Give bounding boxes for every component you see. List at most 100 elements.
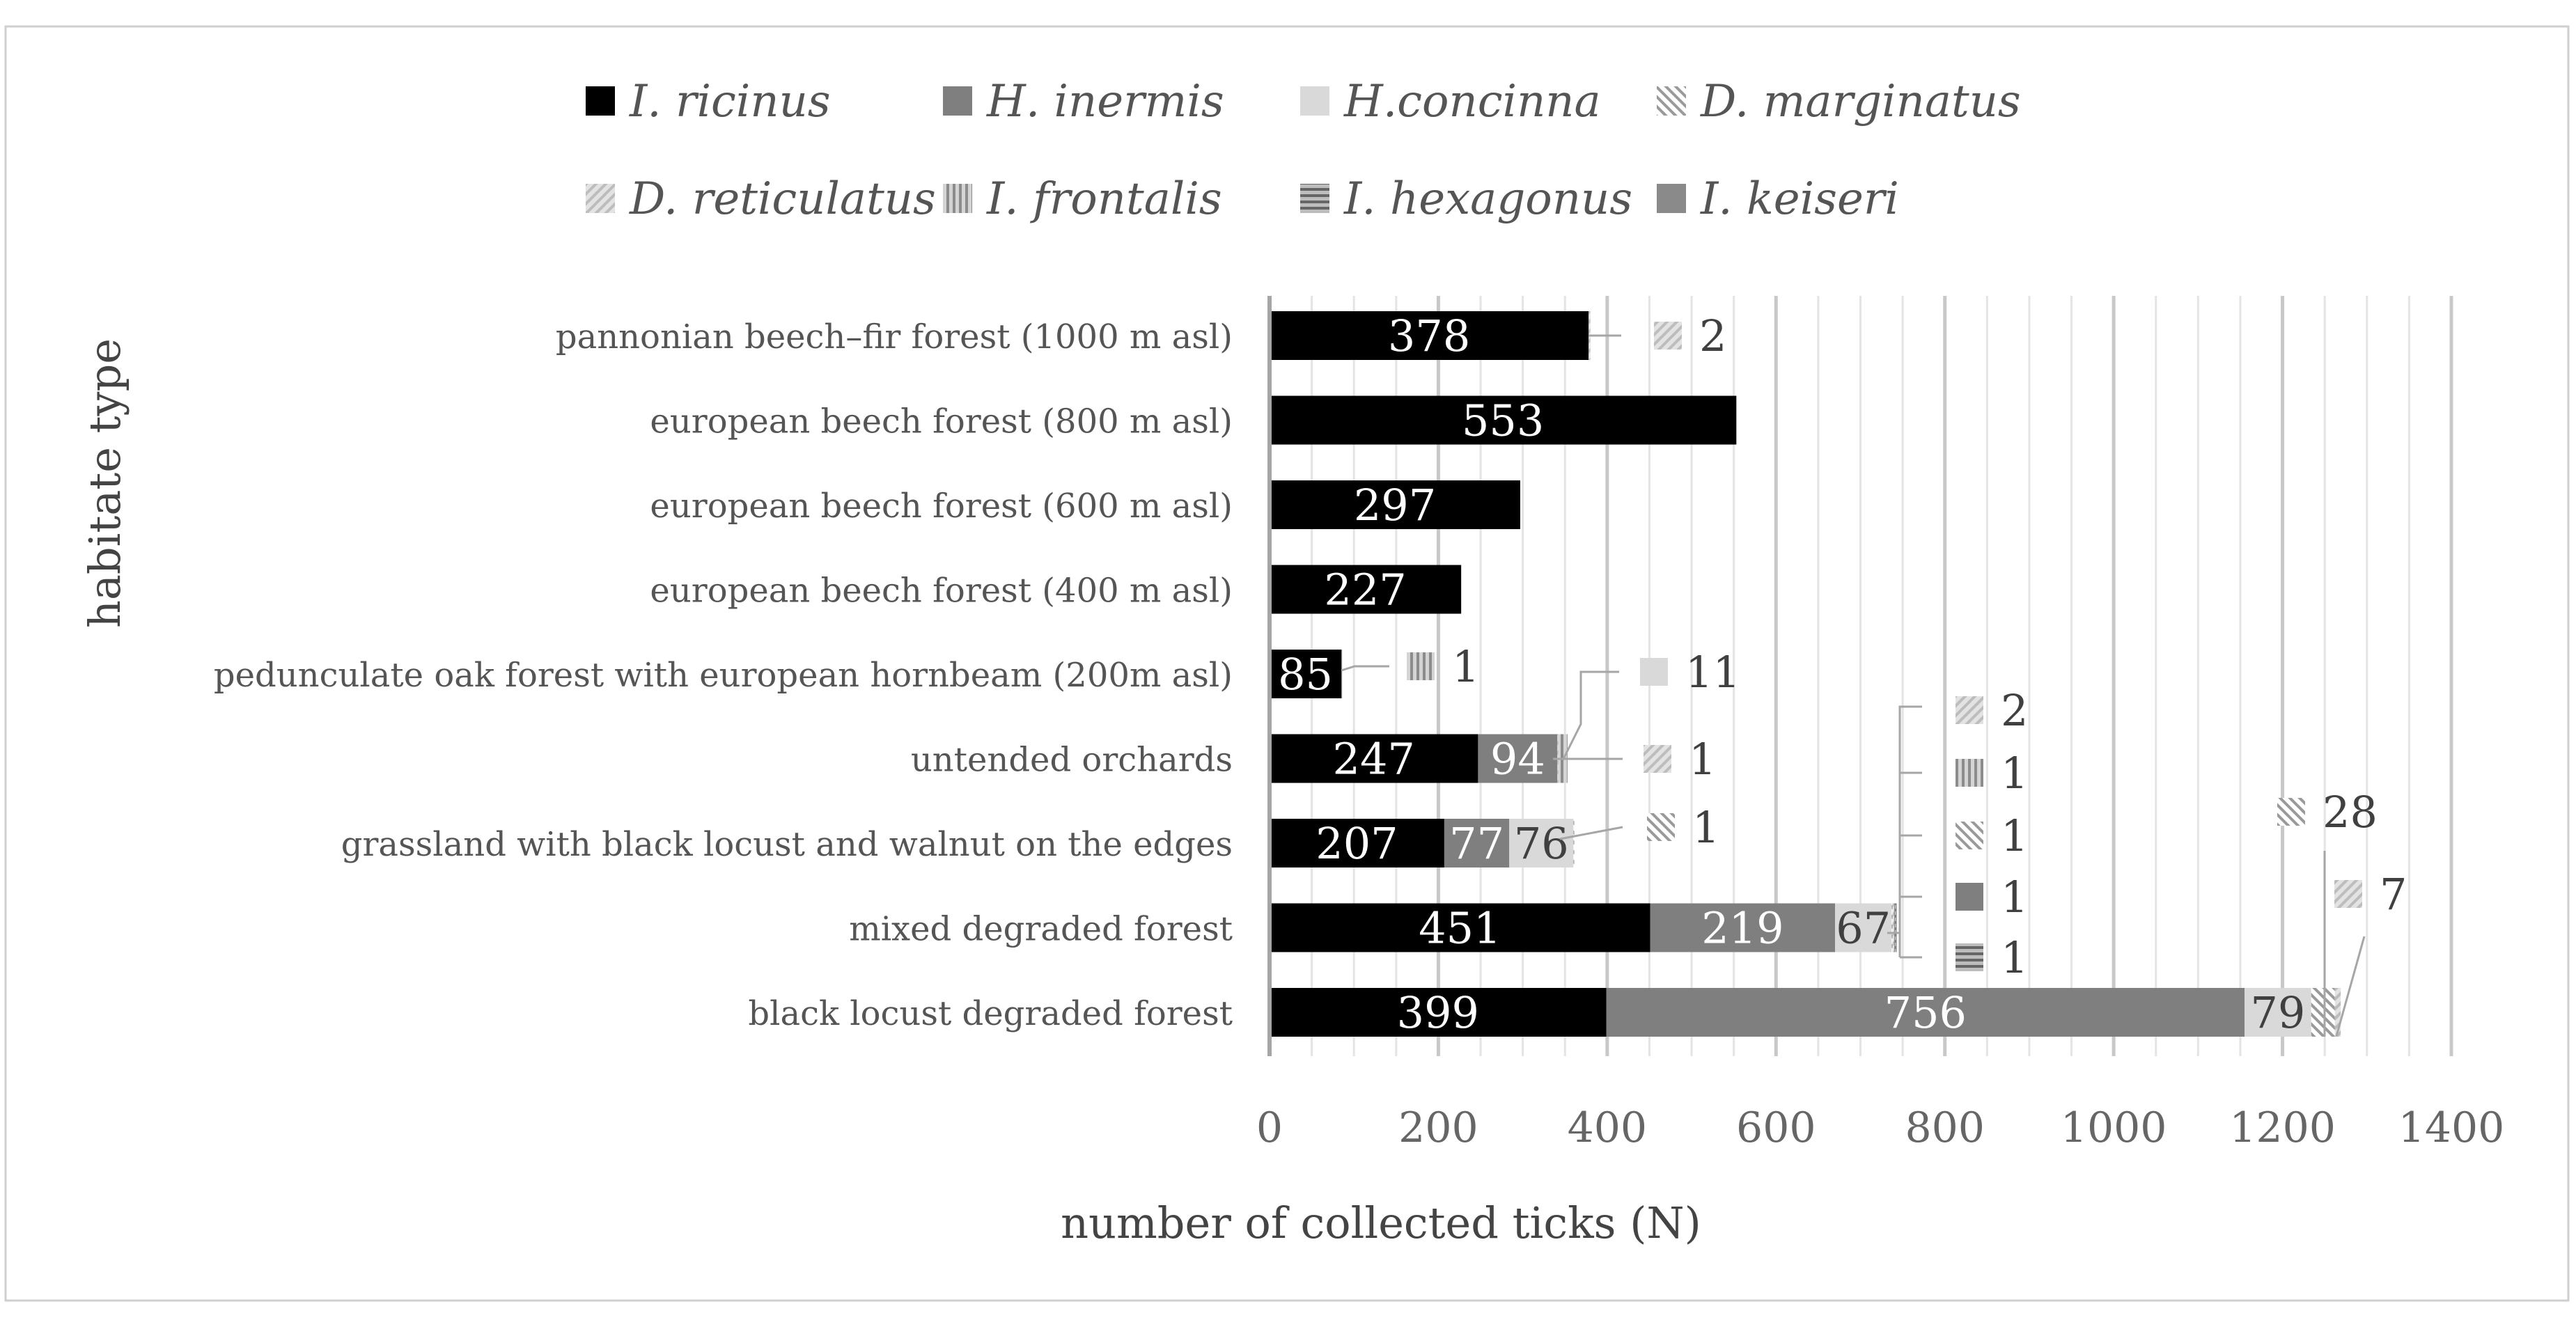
x-tick-label: 400 bbox=[1568, 1104, 1648, 1152]
legend-swatch-h-inermis bbox=[943, 86, 972, 116]
bar-segment-h-inermis bbox=[1444, 819, 1510, 867]
bar-segment-d-marginatus bbox=[1891, 903, 1893, 952]
category-label: european beech forest (800 m asl) bbox=[650, 402, 1233, 441]
bar-data-label: 76 bbox=[1514, 818, 1569, 869]
x-tick-label: 1400 bbox=[2398, 1104, 2505, 1152]
bar-segment-i-ricinus bbox=[1270, 734, 1478, 783]
callout-swatch bbox=[1654, 322, 1682, 350]
bar-segment-h-inermis bbox=[1606, 988, 2245, 1037]
bar-data-label: 297 bbox=[1354, 480, 1436, 531]
bar-data-label: 227 bbox=[1324, 565, 1406, 615]
callout-swatch bbox=[1407, 652, 1435, 680]
callout-label: 1 bbox=[2001, 748, 2028, 799]
bar-data-label: 77 bbox=[1449, 818, 1504, 869]
bar-segment-i-ricinus bbox=[1270, 480, 1521, 529]
legend-swatch-i-keiseri bbox=[1657, 184, 1686, 213]
bar-data-label: 85 bbox=[1278, 649, 1333, 700]
callout-label: 1 bbox=[2001, 872, 2028, 922]
bar-segment-h-inermis bbox=[1650, 903, 1836, 952]
bar-segment-i-ricinus bbox=[1270, 395, 1737, 445]
bar-segment-i-frontalis bbox=[1894, 903, 1896, 952]
bars bbox=[1270, 311, 2341, 1037]
category-label: black locust degraded forest bbox=[748, 994, 1233, 1033]
callout-swatch bbox=[1644, 745, 1671, 773]
bar-segment-h-concinna bbox=[1835, 903, 1892, 952]
leader-line bbox=[1559, 826, 1623, 840]
bar-data-label: 207 bbox=[1316, 818, 1398, 869]
callout-swatch bbox=[2334, 880, 2362, 908]
category-labels: pannonian beech–fir forest (1000 m asl) e… bbox=[214, 317, 1233, 1033]
callout-swatch bbox=[2277, 798, 2305, 826]
category-label: european beech forest (400 m asl) bbox=[650, 572, 1233, 611]
legend-swatch-d-reticulatus bbox=[586, 184, 615, 213]
callout-swatch bbox=[1640, 658, 1668, 686]
category-label: pannonian beech–fir forest (1000 m asl) bbox=[556, 317, 1233, 356]
category-label: grassland with black locust and walnut o… bbox=[341, 825, 1233, 864]
bar-segment-d-marginatus bbox=[2311, 988, 2335, 1037]
callout-label: 7 bbox=[2380, 869, 2407, 920]
bar-segment-i-ricinus bbox=[1270, 988, 1607, 1037]
x-tick-label: 0 bbox=[1256, 1104, 1283, 1152]
callout-swatch bbox=[1956, 759, 1983, 787]
bar-data-label: 79 bbox=[2250, 987, 2305, 1038]
y-axis-title: habitate type bbox=[79, 338, 130, 628]
legend-label-i-ricinus: I. ricinus bbox=[629, 76, 831, 127]
callout-label: 11 bbox=[1685, 647, 1740, 698]
leader-line bbox=[1562, 670, 1619, 760]
bar-segment-i-frontalis bbox=[1341, 650, 1343, 698]
legend-swatch-i-hexagonus bbox=[1300, 184, 1329, 213]
bar-segment-h-concinna bbox=[2245, 988, 2311, 1037]
bar-data-label: 451 bbox=[1419, 903, 1501, 954]
category-label: mixed degraded forest bbox=[849, 910, 1233, 949]
bar-segment-i-ricinus bbox=[1270, 903, 1650, 952]
bar-data-label: 67 bbox=[1836, 903, 1891, 954]
bar-segment-d-reticulatus bbox=[2334, 988, 2341, 1037]
bar-segment-i-ricinus bbox=[1270, 819, 1444, 867]
callout-label: 1 bbox=[1689, 734, 1716, 785]
callout-label: 1 bbox=[2001, 810, 2028, 861]
bar-segment-h-concinna bbox=[1509, 819, 1574, 867]
bar-data-label: 219 bbox=[1701, 903, 1783, 954]
bar-data-label: 553 bbox=[1462, 395, 1544, 446]
bar-segment-i-ricinus bbox=[1270, 650, 1342, 698]
leader-line bbox=[2335, 936, 2366, 1037]
callout-label: 2 bbox=[2001, 685, 2028, 736]
bar-data-label: 399 bbox=[1397, 987, 1479, 1038]
callout-label: 1 bbox=[1452, 641, 1479, 692]
callout-label: 1 bbox=[2001, 932, 2028, 983]
callout-swatch bbox=[1956, 943, 1983, 971]
bar-data-label: 94 bbox=[1490, 734, 1545, 785]
callout-swatch bbox=[1647, 813, 1675, 841]
callout-label: 1 bbox=[1692, 802, 1719, 853]
callout-swatch bbox=[1956, 883, 1983, 911]
bar-segment-i-hexagonus bbox=[1895, 903, 1896, 952]
x-tick-label: 1200 bbox=[2229, 1104, 2336, 1152]
legend-label-d-reticulatus: D. reticulatus bbox=[629, 173, 936, 225]
legend-swatch-d-marginatus bbox=[1657, 86, 1686, 116]
legend-label-i-keiseri: I. keiseri bbox=[1700, 173, 1899, 225]
callout-swatch bbox=[1956, 822, 1983, 849]
legend: I. ricinus H. inermis H.concinna D. margina… bbox=[586, 76, 2021, 225]
leader-line bbox=[1887, 932, 1901, 957]
callout-swatch bbox=[1956, 696, 1983, 724]
bar-data-label: 378 bbox=[1388, 311, 1470, 361]
legend-label-i-hexagonus: I. hexagonus bbox=[1343, 173, 1632, 225]
bar-data-label: 756 bbox=[1884, 987, 1967, 1038]
category-label: untended orchards bbox=[911, 741, 1233, 780]
bar-data-label: 247 bbox=[1333, 734, 1415, 785]
x-tick-label: 1000 bbox=[2061, 1104, 2167, 1152]
callout-label: 28 bbox=[2323, 787, 2378, 838]
bar-segment-h-inermis bbox=[1478, 734, 1558, 783]
legend-label-i-frontalis: I. frontalis bbox=[986, 173, 1222, 225]
callout-label: 2 bbox=[1699, 311, 1726, 361]
bar-segment-d-reticulatus bbox=[1892, 903, 1894, 952]
x-tick-label: 600 bbox=[1736, 1104, 1816, 1152]
x-tick-labels: 0 200 400 600 800 1000 1200 1400 bbox=[1256, 1104, 2504, 1152]
legend-label-h-concinna: H.concinna bbox=[1343, 76, 1601, 127]
legend-swatch-h-concinna bbox=[1300, 86, 1329, 116]
legend-swatch-i-frontalis bbox=[943, 184, 972, 213]
legend-swatch-i-ricinus bbox=[586, 86, 615, 116]
